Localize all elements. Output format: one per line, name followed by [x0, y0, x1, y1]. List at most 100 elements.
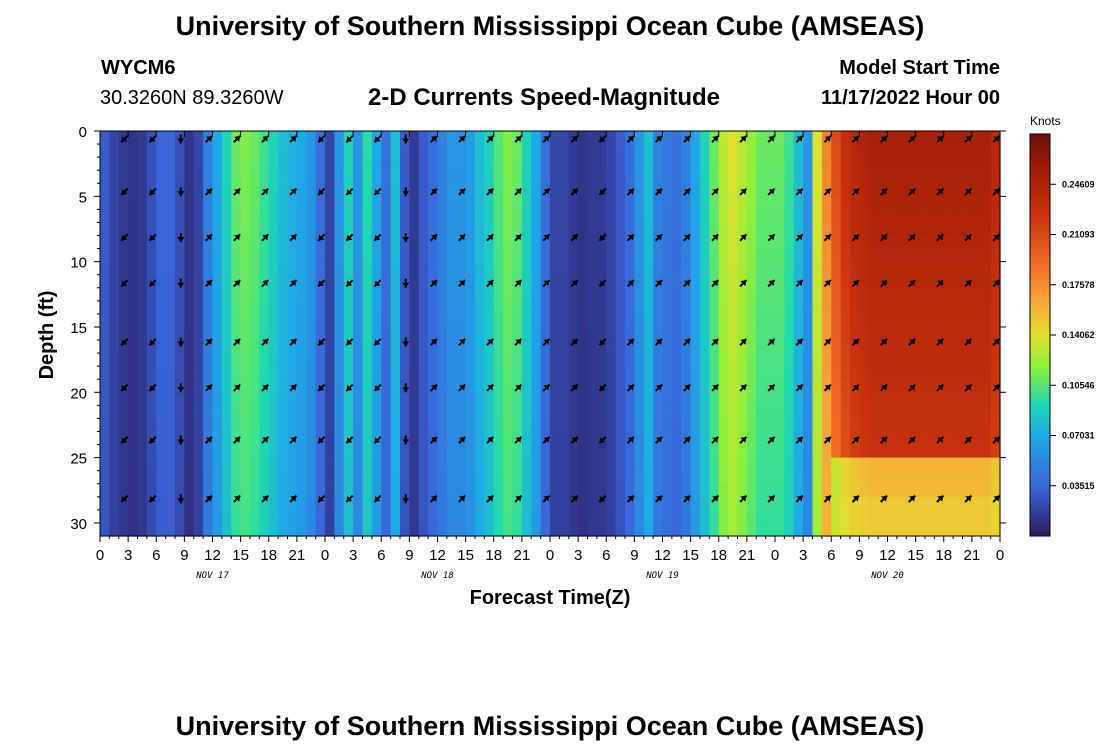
heatmap-cell — [943, 313, 954, 328]
heatmap-cell — [100, 509, 110, 524]
heatmap-cell — [681, 170, 692, 184]
heatmap-cell — [709, 170, 720, 184]
heatmap-cell — [643, 131, 654, 145]
heatmap-cell — [850, 170, 860, 184]
heatmap-cell — [540, 340, 551, 354]
heatmap-cell — [775, 157, 785, 171]
heatmap-cell — [493, 222, 504, 237]
current-arrow — [148, 233, 157, 242]
heatmap-cell — [325, 209, 335, 224]
heatmap-cell — [175, 157, 185, 171]
heatmap-cell — [634, 353, 645, 367]
heatmap-cell — [400, 340, 410, 354]
heatmap-cell — [381, 457, 392, 472]
heatmap-cell — [831, 379, 842, 393]
heatmap-cell — [334, 131, 345, 145]
heatmap-cell — [596, 340, 607, 354]
heatmap-cell — [475, 470, 485, 485]
heatmap-cell — [971, 340, 982, 354]
heatmap-cell — [465, 248, 476, 263]
heatmap-cell — [971, 418, 982, 433]
heatmap-cell — [484, 326, 495, 341]
heatmap-cell — [100, 261, 110, 276]
heatmap-cell — [737, 248, 748, 263]
current-arrow — [936, 436, 945, 444]
heatmap-cell — [175, 340, 185, 354]
heatmap-cell — [128, 131, 139, 145]
heatmap-cell — [268, 300, 279, 315]
current-arrow — [429, 436, 438, 444]
heatmap-cell — [962, 340, 973, 354]
heatmap-cell — [850, 483, 860, 498]
heatmap-cell — [746, 131, 757, 145]
current-arrow — [317, 383, 326, 392]
current-arrow — [120, 383, 129, 392]
current-arrow — [486, 233, 495, 242]
heatmap-cell — [821, 235, 832, 250]
heatmap-cell — [850, 157, 860, 171]
heatmap-cell — [709, 509, 720, 524]
heatmap-cell — [512, 340, 523, 354]
heatmap-cell — [634, 522, 645, 537]
heatmap-cell — [343, 248, 354, 263]
current-arrow — [148, 338, 157, 346]
heatmap-cell — [746, 326, 757, 341]
heatmap-cell — [268, 222, 279, 237]
heatmap-cell — [578, 470, 589, 485]
heatmap-cell — [803, 470, 814, 485]
heatmap-cell — [559, 392, 570, 406]
heatmap-cell — [353, 418, 364, 433]
heatmap-cell — [859, 313, 870, 328]
heatmap-cell — [793, 196, 804, 210]
heatmap-cell — [915, 392, 926, 406]
heatmap-cell — [681, 222, 692, 237]
heatmap-cell — [728, 379, 739, 393]
y-tick-label: 5 — [79, 189, 87, 206]
heatmap-cell — [643, 444, 654, 459]
heatmap-cell — [896, 170, 907, 184]
heatmap-cell — [231, 366, 242, 380]
heatmap-cell — [625, 287, 635, 302]
current-arrow — [289, 338, 298, 346]
heatmap-cell — [268, 144, 279, 158]
heatmap-cell — [540, 235, 551, 250]
heatmap-cell — [118, 222, 129, 237]
heatmap-cell — [193, 522, 204, 537]
heatmap-cell — [803, 509, 814, 524]
heatmap-cell — [109, 274, 120, 289]
heatmap-cell — [221, 366, 232, 380]
current-arrow — [177, 337, 185, 347]
heatmap-cell — [353, 170, 364, 184]
heatmap-cell — [418, 366, 429, 380]
heatmap-cell — [625, 157, 635, 171]
heatmap-cell — [193, 131, 204, 145]
current-arrow — [823, 383, 832, 392]
heatmap-cell — [325, 522, 335, 537]
heatmap-cell — [381, 496, 392, 511]
heatmap-cell — [831, 418, 842, 433]
heatmap-cell — [240, 418, 251, 433]
heatmap-cell — [296, 326, 307, 341]
heatmap-cell — [100, 379, 110, 393]
heatmap-cell — [653, 261, 664, 276]
heatmap-cell — [146, 392, 157, 406]
heatmap-cell — [803, 444, 814, 459]
heatmap-cell — [700, 496, 710, 511]
heatmap-cell — [990, 483, 1001, 498]
heatmap-cell — [934, 157, 945, 171]
heatmap-cell — [118, 326, 129, 341]
heatmap-cell — [700, 261, 710, 276]
heatmap-cell — [240, 209, 251, 224]
heatmap-cell — [756, 261, 767, 276]
heatmap-cell — [521, 457, 532, 472]
heatmap-cell — [709, 300, 720, 315]
heatmap-cell — [765, 144, 776, 158]
heatmap-cell — [746, 496, 757, 511]
heatmap-cell — [831, 209, 842, 224]
heatmap-cell — [146, 248, 157, 263]
heatmap-cell — [165, 261, 176, 276]
heatmap-cell — [803, 522, 814, 537]
heatmap-cell — [578, 183, 589, 197]
heatmap-cell — [925, 326, 935, 341]
heatmap-cell — [109, 340, 120, 354]
